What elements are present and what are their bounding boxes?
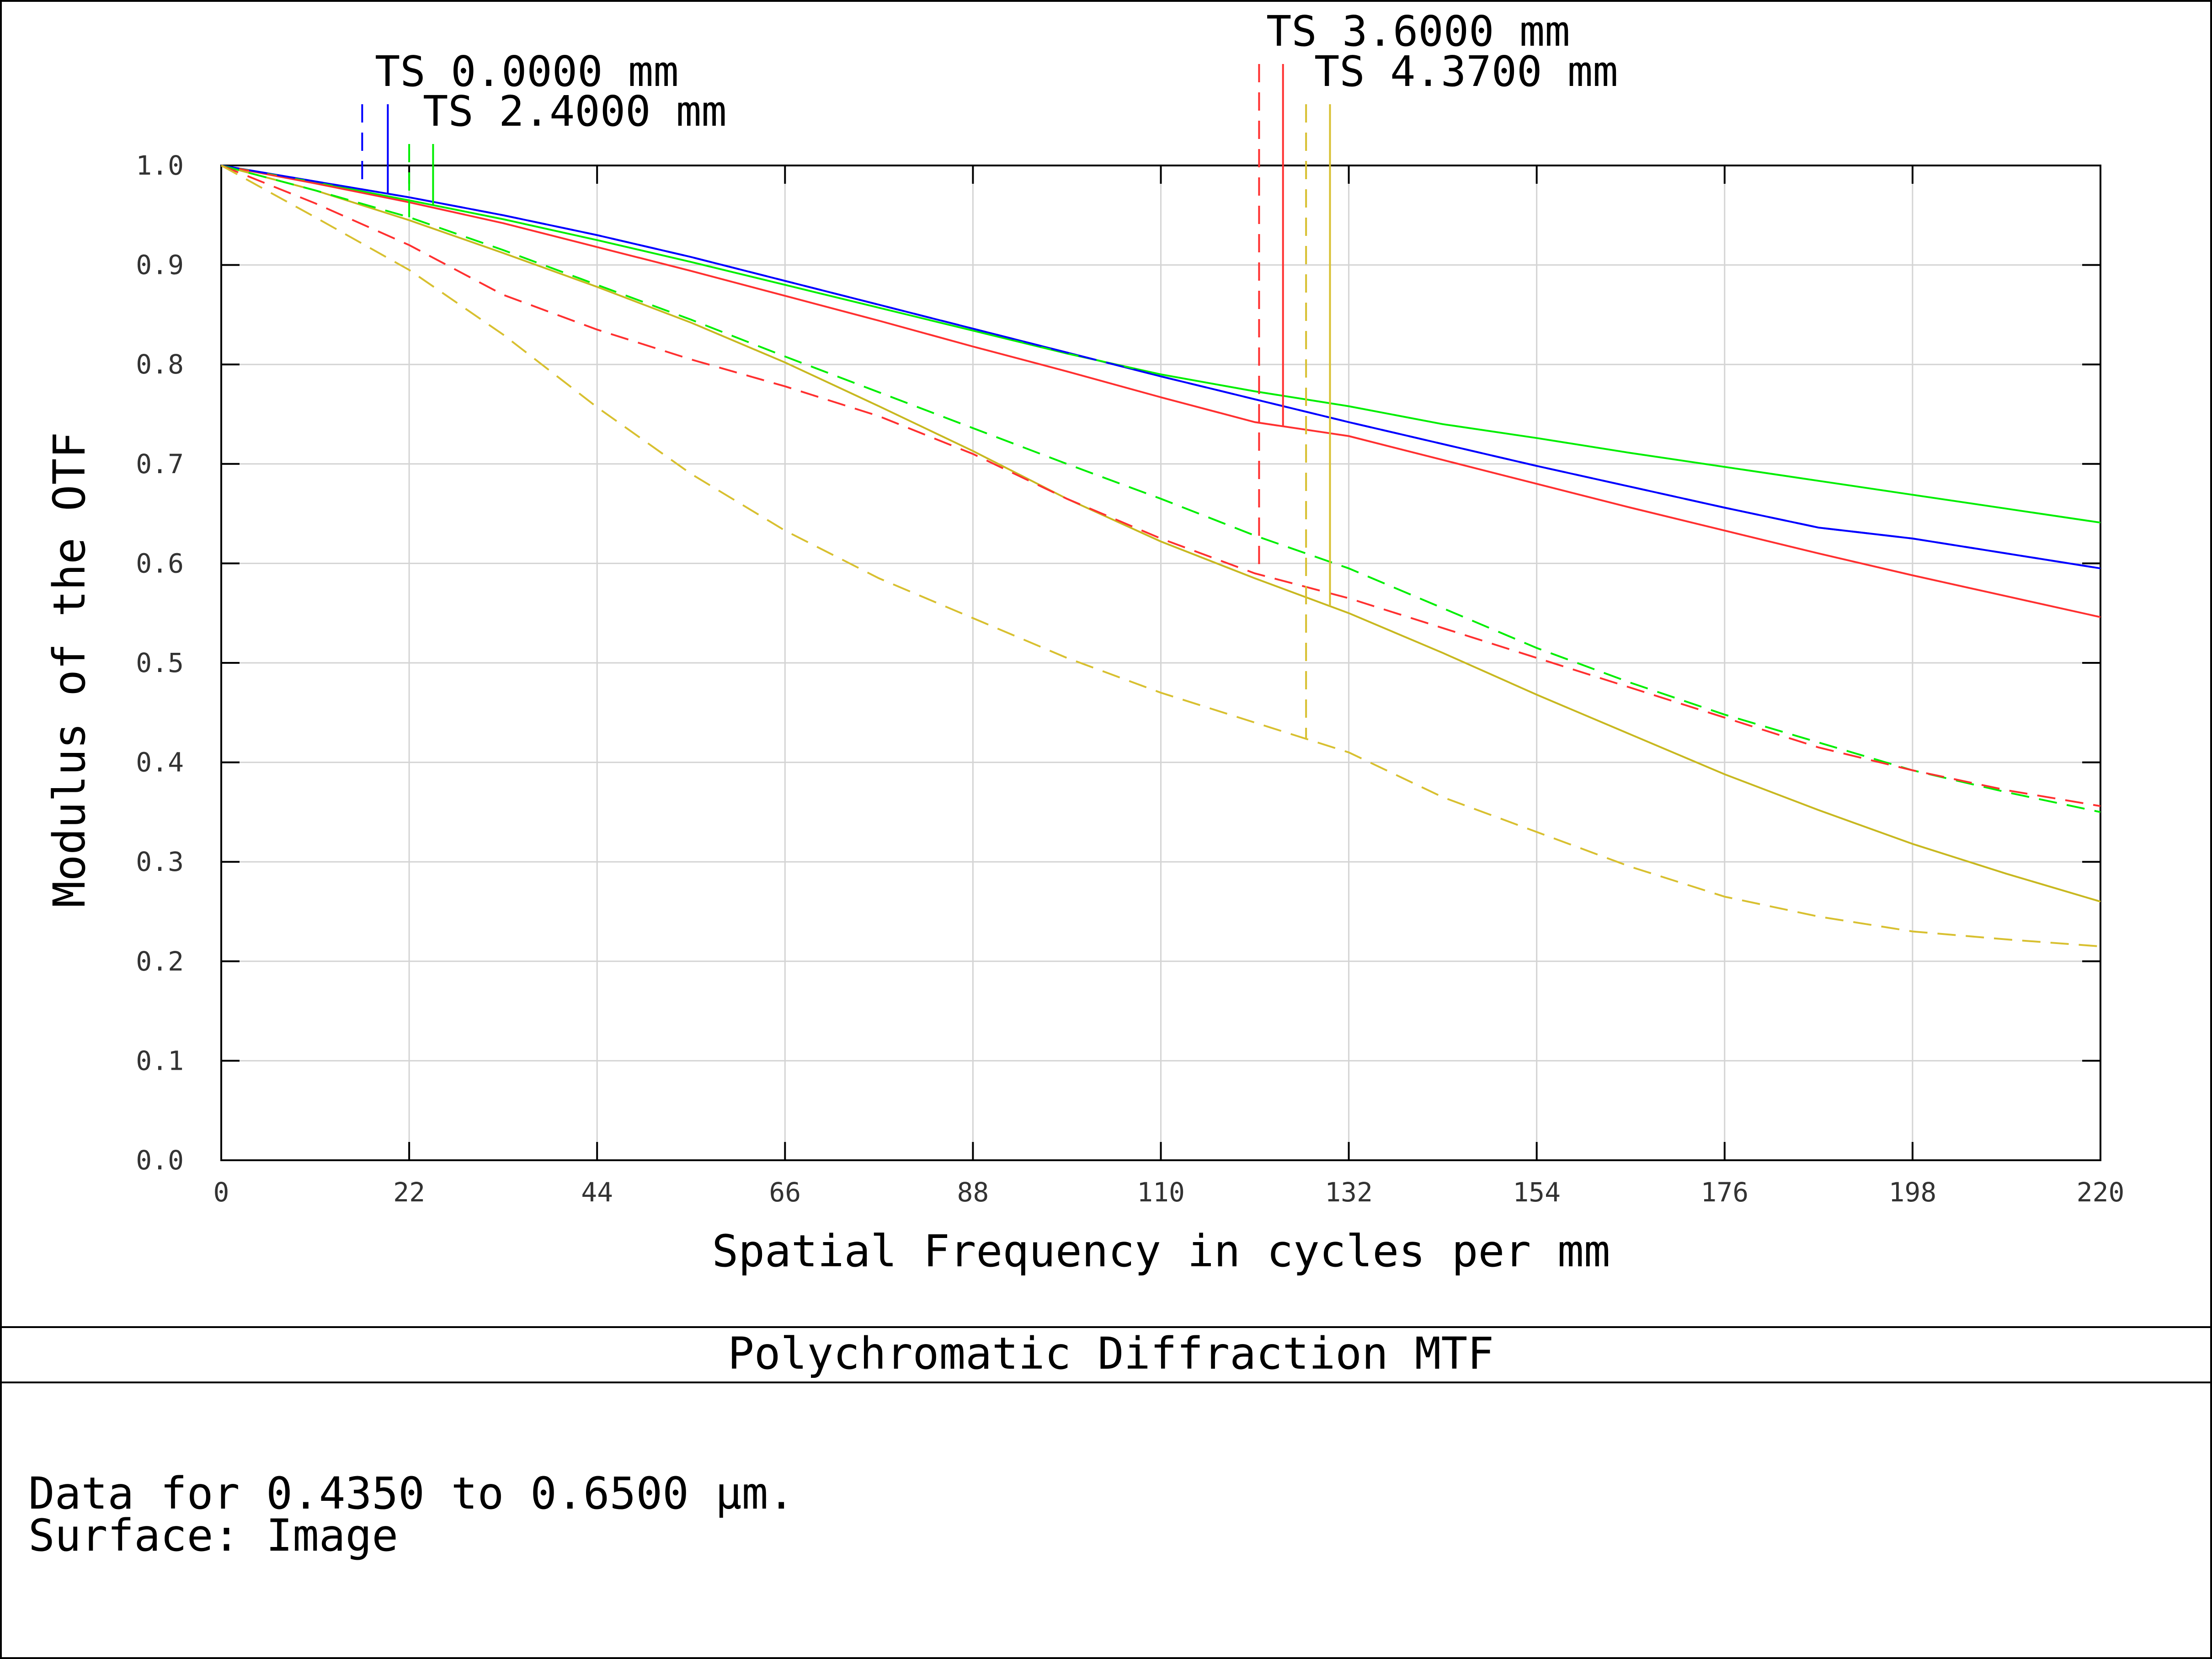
x-tick-label: 176 bbox=[1700, 1177, 1748, 1208]
y-tick-label: 0.1 bbox=[136, 1045, 184, 1076]
legend-label: TS 3.6000 mm bbox=[1266, 7, 1570, 56]
y-tick-label: 0.5 bbox=[136, 647, 184, 678]
series-line-tangential bbox=[221, 165, 2101, 807]
x-tick-label: 66 bbox=[769, 1177, 801, 1208]
x-tick-label: 88 bbox=[957, 1177, 989, 1208]
info-surface: Surface: Image bbox=[28, 1510, 398, 1561]
series-line-sagittal bbox=[221, 165, 2101, 618]
axis-layer: 0 22 44 66 88 110 132 154 176 198 220 0.0 0.1 0.2 0.3 0… bbox=[136, 150, 2124, 1208]
y-tick-label: 0.7 bbox=[136, 448, 184, 480]
y-axis-title: Modulus of the OTF bbox=[44, 432, 95, 907]
y-tick-label: 0.6 bbox=[136, 548, 184, 579]
series-line-tangential bbox=[221, 165, 2101, 570]
legend-label: TS 0.0000 mm bbox=[375, 47, 679, 96]
series-line-tangential bbox=[221, 165, 2101, 948]
x-tick-label: 110 bbox=[1137, 1177, 1185, 1208]
series-line-sagittal bbox=[221, 165, 2101, 903]
info-wavelength-range: Data for 0.4350 to 0.6500 µm. bbox=[28, 1468, 794, 1519]
x-tick-label: 154 bbox=[1513, 1177, 1561, 1208]
series-layer bbox=[221, 165, 2101, 948]
y-tick-label: 0.4 bbox=[136, 747, 184, 778]
y-tick-label: 0.2 bbox=[136, 946, 184, 977]
y-tick-label: 1.0 bbox=[136, 150, 184, 181]
x-tick-label: 198 bbox=[1889, 1177, 1937, 1208]
x-tick-label: 220 bbox=[2077, 1177, 2125, 1208]
y-tick-label: 0.8 bbox=[136, 349, 184, 380]
x-tick-label: 0 bbox=[213, 1177, 229, 1208]
x-axis-title: Spatial Frequency in cycles per mm bbox=[712, 1226, 1610, 1277]
grid-layer bbox=[221, 165, 2100, 1160]
chart-title: Polychromatic Diffraction MTF bbox=[728, 1328, 1494, 1379]
x-tick-label: 44 bbox=[581, 1177, 613, 1208]
series-line-tangential bbox=[221, 165, 2101, 813]
legend-label: TS 2.4000 mm bbox=[423, 87, 727, 136]
y-tick-label: 0.0 bbox=[136, 1145, 184, 1176]
y-tick-label: 0.3 bbox=[136, 846, 184, 877]
x-tick-label: 132 bbox=[1325, 1177, 1373, 1208]
x-tick-label: 22 bbox=[393, 1177, 425, 1208]
y-tick-label: 0.9 bbox=[136, 250, 184, 281]
series-line-sagittal bbox=[221, 165, 2101, 524]
legend-label: TS 4.3700 mm bbox=[1314, 47, 1618, 96]
